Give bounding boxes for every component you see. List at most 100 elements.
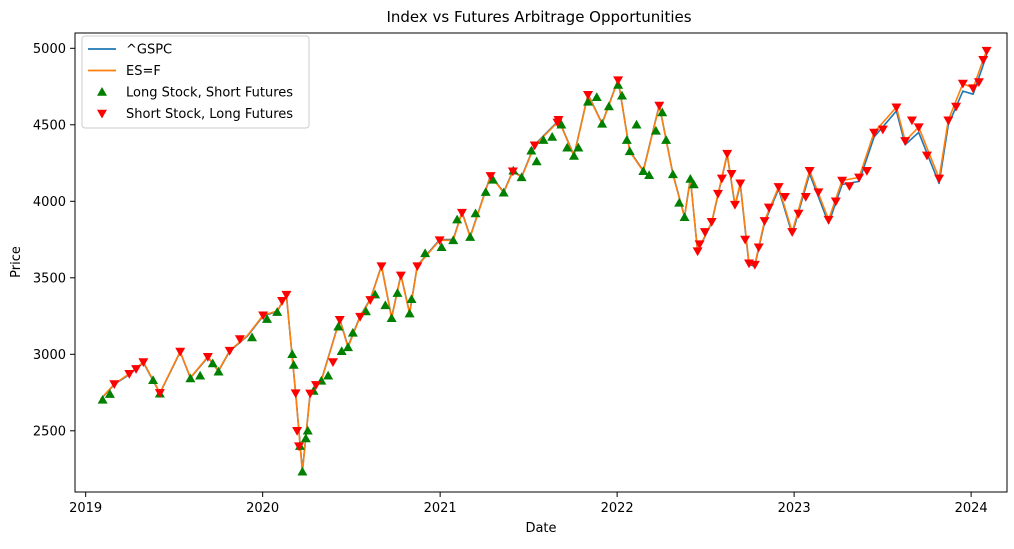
marker-long-stock-short-futures [688, 179, 699, 189]
x-tick-label: 2020 [246, 501, 279, 516]
y-tick-label: 4500 [33, 118, 66, 133]
legend-frame [81, 35, 310, 129]
marker-short-stock-long-futures [434, 236, 445, 246]
marker-short-stock-long-futures [891, 103, 902, 113]
legend-label: ES=F [126, 64, 161, 79]
y-tick-label: 2500 [33, 424, 66, 439]
marker-long-stock-short-futures [392, 288, 403, 297]
legend-label: Long Stock, Short Futures [126, 86, 293, 101]
marker-short-stock-long-futures [773, 183, 784, 192]
marker-short-stock-long-futures [722, 149, 733, 159]
marker-short-stock-long-futures [753, 243, 764, 253]
marker-short-stock-long-futures [292, 427, 303, 436]
marker-long-stock-short-futures [336, 346, 347, 355]
marker-short-stock-long-futures [726, 170, 737, 179]
marker-long-stock-short-futures [148, 375, 159, 385]
marker-long-stock-short-futures [685, 173, 696, 183]
y-tick-label: 5000 [33, 42, 66, 57]
marker-short-stock-long-futures [943, 116, 954, 126]
marker-long-stock-short-futures [657, 107, 668, 117]
legend: ^GSPC ES=F Long Stock, Short Futures Short … [81, 35, 310, 129]
marker-long-stock-short-futures [262, 314, 273, 323]
marker-long-stock-short-futures [624, 146, 635, 156]
marker-long-stock-short-futures [679, 212, 690, 221]
marker-long-stock-short-futures [297, 466, 308, 476]
marker-long-stock-short-futures [272, 307, 283, 316]
marker-short-stock-long-futures [793, 209, 804, 219]
marker-short-stock-long-futures [327, 358, 338, 367]
legend-item-gspc: ^GSPC [88, 43, 172, 58]
marker-short-stock-long-futures [706, 218, 717, 227]
marker-long-stock-short-futures [470, 208, 481, 218]
marker-long-stock-short-futures [487, 174, 498, 184]
marker-short-stock-long-futures [507, 167, 518, 177]
marker-long-stock-short-futures [674, 197, 685, 207]
marker-short-stock-long-futures [981, 46, 992, 56]
marker-long-stock-short-futures [498, 187, 509, 197]
marker-long-stock-short-futures [556, 119, 567, 129]
marker-long-stock-short-futures [667, 169, 678, 179]
x-tick-label: 2019 [69, 501, 102, 516]
legend-label: Short Stock, Long Futures [126, 107, 293, 122]
marker-short-stock-long-futures [154, 389, 165, 398]
marker-long-stock-short-futures [452, 214, 463, 224]
marker-short-stock-long-futures [281, 290, 292, 300]
marker-short-stock-long-futures [861, 166, 872, 176]
marker-long-stock-short-futures [621, 135, 632, 144]
marker-long-stock-short-futures [420, 248, 431, 258]
marker-short-stock-long-futures [735, 179, 746, 189]
marker-long-stock-short-futures [644, 170, 655, 180]
marker-long-stock-short-futures [404, 308, 415, 318]
marker-long-stock-short-futures [526, 145, 537, 155]
marker-long-stock-short-futures [213, 366, 224, 376]
marker-short-stock-long-futures [900, 137, 911, 146]
x-tick-label: 2021 [424, 501, 457, 516]
legend-swatch-marker [97, 87, 107, 96]
marker-short-stock-long-futures [583, 91, 594, 100]
legend-item-long-stock-short-futures: Long Stock, Short Futures [97, 86, 293, 101]
marker-short-stock-long-futures [692, 247, 703, 257]
y-tick-label: 3000 [33, 348, 66, 363]
scatter-group-long-stock-short-futures [97, 80, 699, 476]
x-tick-label: 2023 [778, 501, 811, 516]
marker-short-stock-long-futures [294, 442, 305, 452]
plot-area [97, 46, 992, 476]
legend-items: ^GSPC ES=F Long Stock, Short Futures Short … [88, 43, 293, 122]
marker-long-stock-short-futures [661, 135, 672, 144]
marker-short-stock-long-futures [844, 182, 855, 191]
marker-long-stock-short-futures [562, 142, 573, 152]
marker-short-stock-long-futures [202, 352, 213, 362]
marker-long-stock-short-futures [195, 370, 206, 380]
marker-short-stock-long-futures [699, 228, 710, 237]
marker-long-stock-short-futures [573, 142, 584, 152]
legend-swatch-marker [97, 109, 107, 119]
x-tick-label: 2024 [955, 501, 988, 516]
marker-short-stock-long-futures [712, 189, 723, 199]
y-axis-label: Price [9, 246, 24, 278]
marker-short-stock-long-futures [234, 335, 245, 344]
marker-long-stock-short-futures [406, 294, 417, 303]
marker-long-stock-short-futures [386, 313, 397, 322]
marker-long-stock-short-futures [207, 358, 218, 368]
marker-long-stock-short-futures [631, 119, 642, 129]
marker-short-stock-long-futures [456, 208, 467, 218]
legend-item-short-stock-long-futures: Short Stock, Long Futures [97, 107, 293, 122]
marker-short-stock-long-futures [277, 297, 288, 306]
marker-long-stock-short-futures [287, 349, 298, 359]
marker-short-stock-long-futures [877, 125, 888, 135]
marker-short-stock-long-futures [412, 262, 423, 272]
marker-short-stock-long-futures [951, 102, 962, 112]
marker-long-stock-short-futures [465, 232, 476, 241]
legend-item-es-f: ES=F [88, 64, 161, 79]
plot-frame [74, 32, 1008, 493]
y-tick-label: 4000 [33, 195, 66, 210]
marker-short-stock-long-futures [334, 315, 345, 325]
marker-long-stock-short-futures [603, 101, 614, 111]
marker-short-stock-long-futures [906, 116, 917, 126]
marker-long-stock-short-futures [347, 327, 358, 337]
marker-long-stock-short-futures [568, 151, 579, 160]
marker-long-stock-short-futures [480, 187, 491, 196]
marker-short-stock-long-futures [759, 217, 770, 226]
marker-short-stock-long-futures [355, 312, 366, 322]
